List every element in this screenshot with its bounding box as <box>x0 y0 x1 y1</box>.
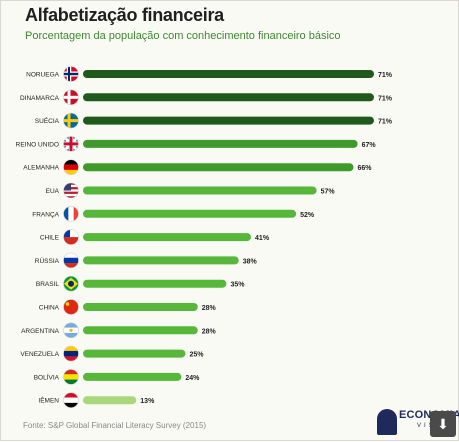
yemen-flag-icon <box>63 392 79 409</box>
denmark-flag-icon <box>63 89 79 106</box>
category-label: RÚSSIA <box>35 256 60 265</box>
logo-mascot-icon <box>377 409 397 435</box>
sweden-flag-icon <box>63 112 79 129</box>
chile-flag-icon <box>63 229 79 245</box>
category-label: ALEMANHA <box>23 165 59 172</box>
category-label: REINO UNIDO <box>16 141 59 148</box>
value-label: 67% <box>362 142 377 149</box>
argentina-flag-icon <box>63 322 79 339</box>
value-label: 52% <box>300 212 315 219</box>
china-flag-icon <box>63 299 79 315</box>
bar <box>83 209 297 218</box>
source-note: Fonte: S&P Global Financial Literacy Sur… <box>23 421 207 430</box>
value-label: 71% <box>378 72 393 79</box>
bar <box>83 303 198 311</box>
value-label: 66% <box>358 165 373 172</box>
value-label: 25% <box>189 352 204 359</box>
uk-flag-icon <box>63 136 79 152</box>
germany-flag-icon <box>63 159 79 175</box>
france-flag-icon <box>63 206 79 222</box>
category-label: EUA <box>46 188 60 195</box>
value-label: 57% <box>321 189 336 196</box>
category-label: CHILE <box>40 235 60 242</box>
category-label: ARGENTINA <box>21 328 60 335</box>
chart-title: Alfabetização financeira <box>25 5 224 25</box>
value-label: 13% <box>140 398 155 405</box>
bar <box>83 372 182 381</box>
bar <box>83 70 374 78</box>
bar <box>83 396 137 405</box>
bar <box>83 186 317 195</box>
usa-flag-icon <box>63 182 79 199</box>
brazil-flag-icon <box>63 275 79 292</box>
category-label: CHINA <box>39 305 60 312</box>
bar <box>83 116 374 125</box>
value-label: 38% <box>243 258 258 265</box>
bar <box>83 163 354 172</box>
value-label: 24% <box>185 375 200 382</box>
category-label: IÊMEN <box>38 396 59 405</box>
bar <box>83 233 252 242</box>
value-label: 41% <box>255 235 270 242</box>
bar <box>83 256 239 265</box>
category-label: BRASIL <box>36 281 60 288</box>
value-label: 35% <box>230 282 245 289</box>
chart-subtitle: Porcentagem da população com conheciment… <box>25 30 341 42</box>
bar <box>83 326 198 335</box>
bar <box>83 279 227 288</box>
bolivia-flag-icon <box>63 369 79 385</box>
category-label: FRANÇA <box>32 211 59 218</box>
bar <box>83 93 374 102</box>
value-label: 71% <box>378 95 393 102</box>
venezuela-flag-icon <box>63 345 79 362</box>
category-label: BOLÍVIA <box>34 372 60 381</box>
category-label: SUÉCIA <box>35 116 60 125</box>
value-label: 28% <box>202 305 217 312</box>
value-label: 28% <box>202 328 217 335</box>
category-label: NORUEGA <box>26 72 60 79</box>
category-label: VENEZUELA <box>20 351 59 358</box>
norway-flag-icon <box>63 66 79 82</box>
russia-flag-icon <box>63 252 79 269</box>
bar <box>83 139 358 148</box>
download-button[interactable]: ⬇ <box>430 411 456 437</box>
bar <box>83 349 186 358</box>
value-label: 71% <box>378 119 393 126</box>
category-label: DINAMARCA <box>20 95 60 102</box>
